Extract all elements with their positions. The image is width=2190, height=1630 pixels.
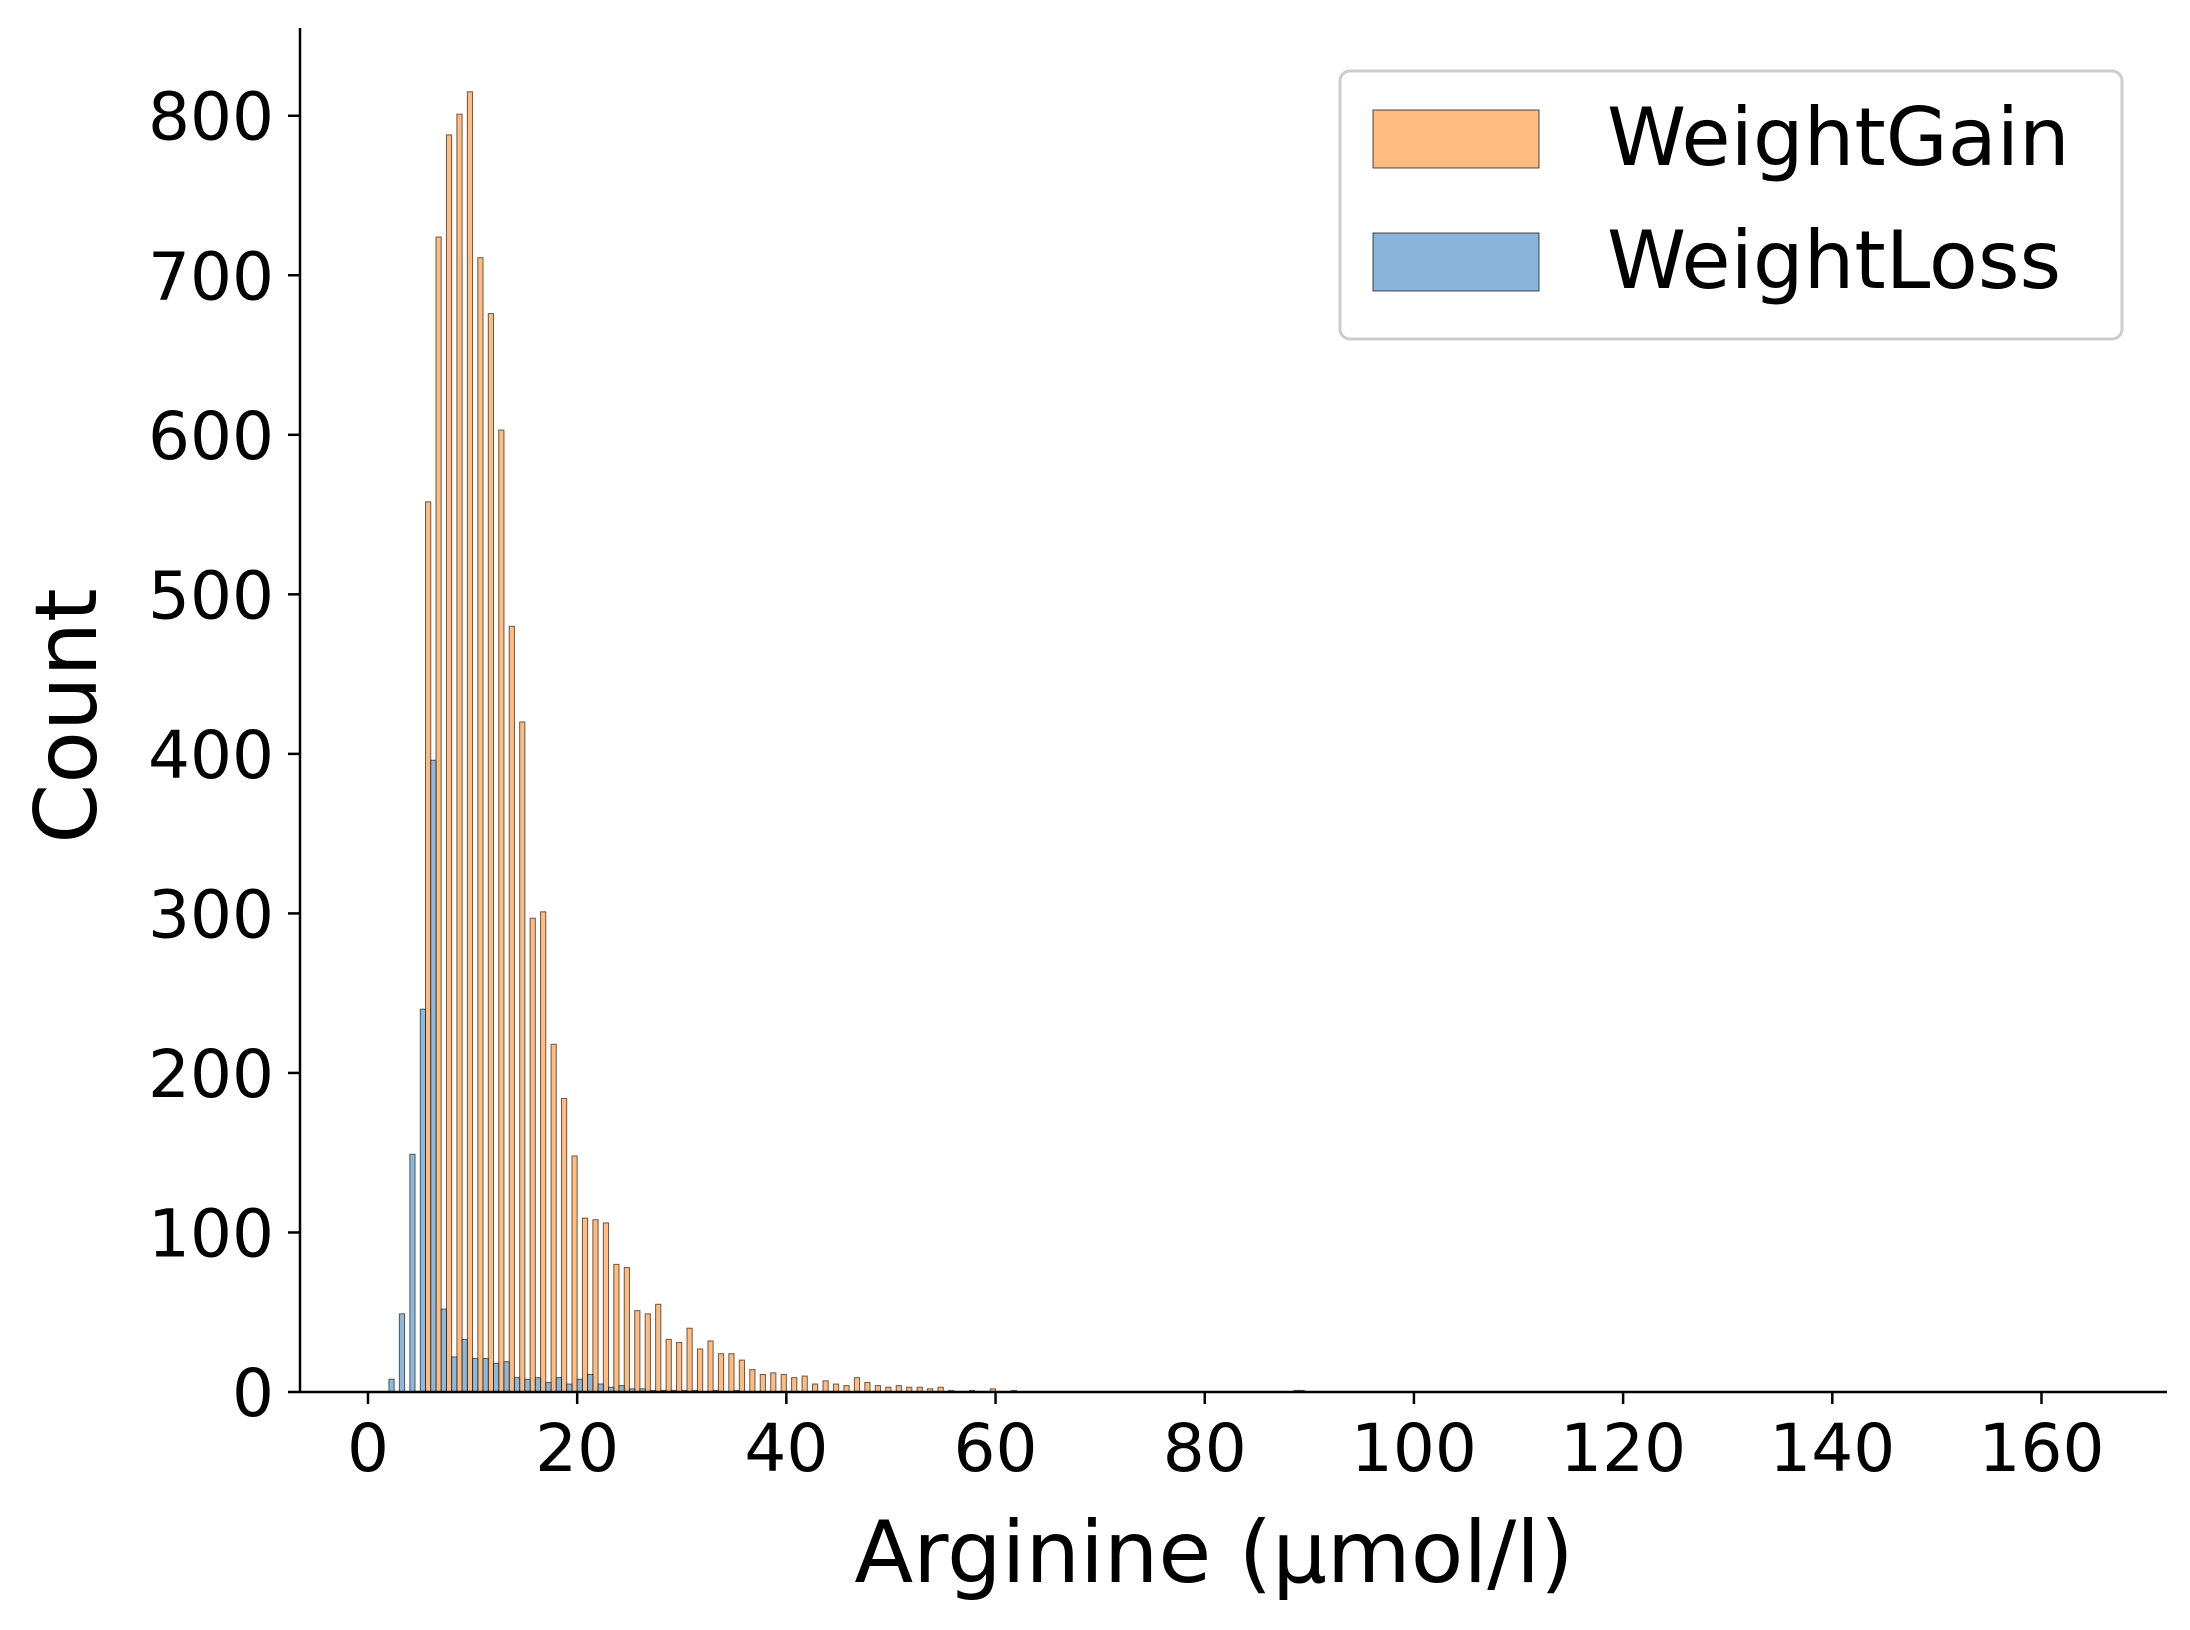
- bar-weightgain: [425, 501, 432, 1393]
- bar-weightgain: [770, 1372, 777, 1393]
- bar-weightgain: [634, 1310, 641, 1393]
- bar-weightgain: [749, 1369, 756, 1393]
- bar-weightgain: [581, 1217, 589, 1393]
- bar-weightloss: [503, 1361, 510, 1393]
- y-tick-label: 500: [148, 557, 274, 634]
- legend: WeightGain WeightLoss: [1338, 69, 2124, 341]
- bar-weightgain: [498, 429, 505, 1393]
- bar-weightgain: [571, 1155, 578, 1393]
- y-tick-label: 600: [148, 398, 274, 475]
- bar-weightgain: [623, 1267, 630, 1393]
- bar-weightgain: [791, 1377, 798, 1393]
- bars-layer: [388, 91, 1305, 1393]
- bar-weightloss: [419, 1008, 427, 1393]
- axes-layer: [298, 28, 2167, 1394]
- bar-weightloss: [534, 1377, 542, 1393]
- bar-weightgain: [801, 1375, 808, 1393]
- y-tick-label: 300: [148, 876, 274, 953]
- legend-swatch-weightgain: [1372, 109, 1540, 169]
- bar-weightgain: [864, 1381, 871, 1393]
- bar-weightgain: [487, 313, 494, 1393]
- legend-label-weightloss: WeightLoss: [1607, 214, 2061, 307]
- bar-weightgain: [853, 1377, 861, 1393]
- y-tick-label: 800: [148, 79, 274, 156]
- bar-weightgain: [780, 1373, 787, 1393]
- bar-weightloss: [513, 1377, 521, 1393]
- bar-weightgain: [738, 1359, 746, 1393]
- bar-weightgain: [560, 1097, 568, 1393]
- y-tick-label: 0: [232, 1355, 274, 1432]
- bar-weightloss: [555, 1377, 562, 1393]
- bar-weightgain: [445, 134, 453, 1393]
- bar-weightloss: [430, 759, 437, 1393]
- ticks-layer: 0 20 40 60 80 100 120 140 160 0 100 200 300 400 500 600…: [148, 79, 2104, 1487]
- bar-weightgain: [686, 1327, 693, 1393]
- bar-weightgain: [822, 1380, 829, 1393]
- bar-weightgain: [540, 911, 547, 1393]
- bar-weightgain: [592, 1219, 599, 1393]
- bar-weightloss: [587, 1373, 594, 1393]
- x-tick-label: 0: [347, 1410, 389, 1487]
- y-tick-label: 200: [148, 1036, 274, 1113]
- bar-weightloss: [398, 1313, 406, 1393]
- bar-weightgain: [665, 1338, 672, 1393]
- bar-weightgain: [466, 91, 474, 1393]
- bar-weightgain: [717, 1353, 725, 1393]
- bar-weightgain: [676, 1342, 683, 1393]
- bar-weightgain: [707, 1340, 714, 1393]
- y-tick-label: 700: [148, 238, 274, 315]
- x-tick-label: 160: [1978, 1410, 2104, 1487]
- bar-weightgain: [655, 1303, 662, 1393]
- x-axis-label: Arginine (µmol/l): [854, 1503, 1573, 1603]
- bar-weightloss: [545, 1381, 552, 1393]
- bar-weightgain: [456, 113, 463, 1393]
- bar-weightgain: [644, 1313, 651, 1393]
- bar-weightgain: [477, 257, 484, 1393]
- bar-weightloss: [461, 1338, 468, 1393]
- bar-weightloss: [388, 1378, 395, 1393]
- bar-weightloss: [472, 1358, 479, 1393]
- bar-weightgain: [508, 625, 515, 1393]
- y-tick-label: 100: [148, 1195, 274, 1272]
- bar-weightgain: [550, 1043, 557, 1393]
- x-tick-label: 140: [1769, 1410, 1895, 1487]
- bar-weightgain: [759, 1373, 766, 1393]
- x-tick-label: 100: [1351, 1410, 1477, 1487]
- bar-weightloss: [440, 1308, 447, 1393]
- x-tick-label: 80: [1163, 1410, 1247, 1487]
- bar-weightgain: [602, 1222, 610, 1393]
- x-tick-label: 40: [744, 1410, 828, 1487]
- bar-weightloss: [482, 1358, 489, 1393]
- legend-swatch-weightloss: [1372, 232, 1540, 292]
- bar-weightgain: [728, 1353, 735, 1393]
- bar-weightloss: [493, 1362, 500, 1393]
- y-axis-label: Count: [17, 588, 117, 843]
- y-tick-label: 400: [148, 717, 274, 794]
- x-tick-label: 60: [954, 1410, 1038, 1487]
- x-tick-label: 20: [535, 1410, 619, 1487]
- bar-weightloss: [451, 1356, 458, 1393]
- bar-weightloss: [409, 1153, 416, 1393]
- bar-weightgain: [435, 236, 442, 1393]
- bar-weightgain: [613, 1263, 620, 1393]
- bar-weightgain: [529, 917, 536, 1393]
- x-tick-label: 120: [1560, 1410, 1686, 1487]
- bar-weightgain: [696, 1348, 704, 1393]
- bar-weightloss: [576, 1378, 583, 1393]
- legend-label-weightgain: WeightGain: [1607, 91, 2070, 184]
- bar-weightgain: [519, 721, 526, 1393]
- bar-weightloss: [524, 1378, 531, 1393]
